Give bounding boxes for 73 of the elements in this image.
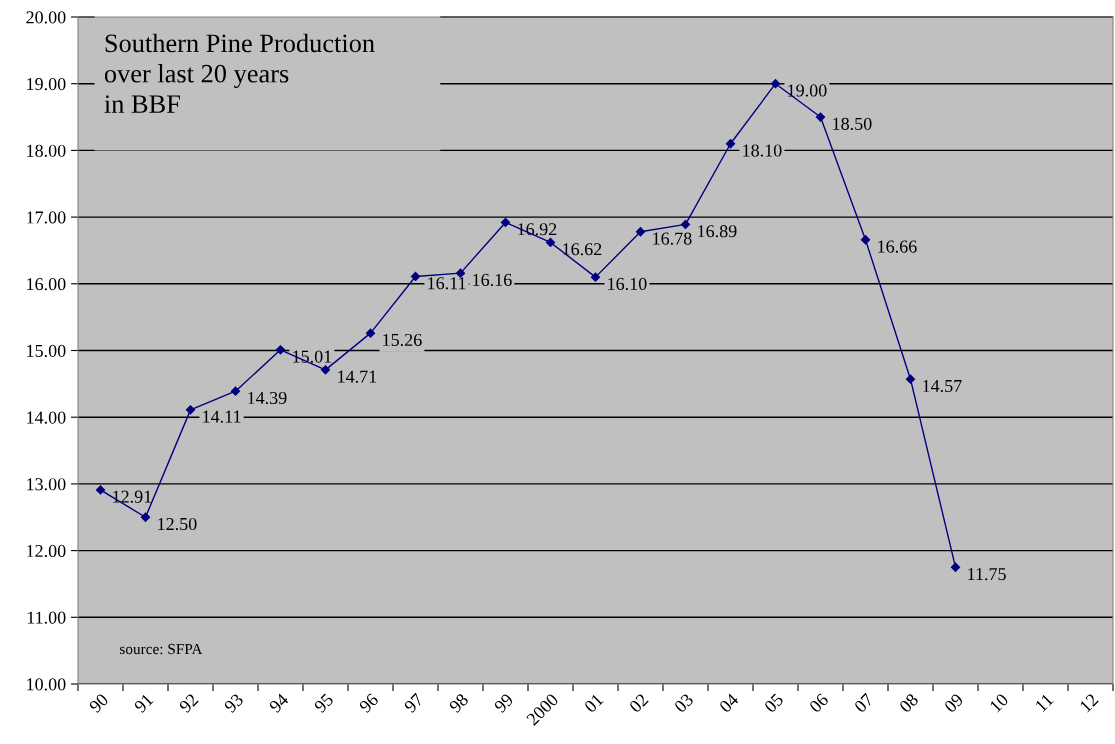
point: [455, 268, 466, 278]
point: [320, 365, 331, 375]
x-tick-label: 95: [313, 692, 334, 714]
point: [500, 217, 511, 228]
y-tick-label: 14.00: [27, 411, 66, 424]
point: [680, 219, 691, 230]
y-tick-label: 19.00: [27, 77, 66, 91]
data-label: 16.16: [473, 273, 512, 287]
point: [725, 139, 736, 149]
x-tick-label: 96: [358, 692, 380, 714]
data-label: 16.78: [653, 232, 692, 245]
data-label: 19.00: [788, 84, 827, 97]
data-label: 16.92: [518, 223, 557, 236]
x-tick-label: 06: [808, 692, 830, 714]
data-label: 18.10: [743, 144, 782, 157]
x-tick-label: 99: [493, 692, 514, 714]
data-label: 14.11: [203, 410, 241, 423]
x-tick-label: 02: [628, 693, 649, 714]
y-tick-label: 13.00: [27, 478, 66, 491]
x-tick-label: 11: [1034, 693, 1054, 713]
point: [590, 272, 601, 282]
text: Southern Pine Production over last 20 years in BBF: [104, 33, 375, 113]
y-tick-label: 16.00: [27, 278, 66, 291]
data-label: 12.91: [113, 490, 152, 503]
data-label: 14.71: [338, 370, 377, 383]
point: [185, 405, 196, 415]
data-label: 15.26: [383, 333, 422, 347]
point: [815, 112, 826, 122]
x-tick-label: 12: [1079, 693, 1099, 713]
y-tick-label: 17.00: [27, 211, 66, 224]
data-label: 14.57: [923, 379, 962, 393]
annotation: source: SFPA: [120, 643, 203, 655]
x-tick-label: 05: [763, 692, 784, 714]
data-label: 14.39: [248, 391, 287, 405]
x-tick-label: 10: [989, 692, 1009, 713]
y-tick-label: 11.00: [27, 611, 66, 624]
x-tick-label: 98: [448, 692, 469, 714]
data-label: 16.10: [608, 277, 647, 291]
point: [950, 562, 961, 572]
data-label: 16.62: [563, 243, 602, 256]
data-label: 18.50: [833, 117, 872, 130]
x-tick-label: 04: [718, 692, 740, 714]
x-tick-label: 08: [898, 692, 919, 714]
x-tick-label: 03: [673, 692, 694, 714]
y-tick-label: 18.00: [27, 144, 66, 157]
x-tick-label: 91: [133, 693, 154, 714]
point: [635, 227, 646, 237]
x-tick-label: 09: [943, 692, 964, 714]
y-tick-label: 20.00: [26, 11, 66, 24]
point: [140, 512, 151, 522]
point: [770, 79, 781, 89]
x-tick-label: 07: [853, 692, 875, 714]
point: [905, 374, 916, 384]
x-tick-label: 93: [223, 692, 244, 714]
point: [275, 345, 286, 355]
x-tick-label: 94: [268, 692, 290, 714]
y-tick-label: 12.00: [27, 544, 66, 558]
point: [365, 328, 376, 338]
x-tick-label: 90: [88, 692, 109, 714]
x-tick-label: 97: [403, 692, 425, 714]
point: [230, 386, 241, 396]
y-tick-label: 10.00: [27, 678, 66, 691]
data-label: 16.66: [878, 240, 917, 253]
y-tick-label: 15.00: [27, 344, 66, 358]
point: [860, 235, 871, 245]
x-tick-label: 92: [178, 693, 199, 714]
data-label: 11.75: [968, 568, 1006, 581]
data-label: 16.11: [428, 277, 466, 290]
data-label: 16.89: [698, 225, 737, 238]
point: [95, 485, 106, 495]
data-label: 15.01: [293, 350, 332, 363]
x-tick-label: 01: [583, 693, 604, 714]
data-label: 12.50: [158, 517, 197, 531]
